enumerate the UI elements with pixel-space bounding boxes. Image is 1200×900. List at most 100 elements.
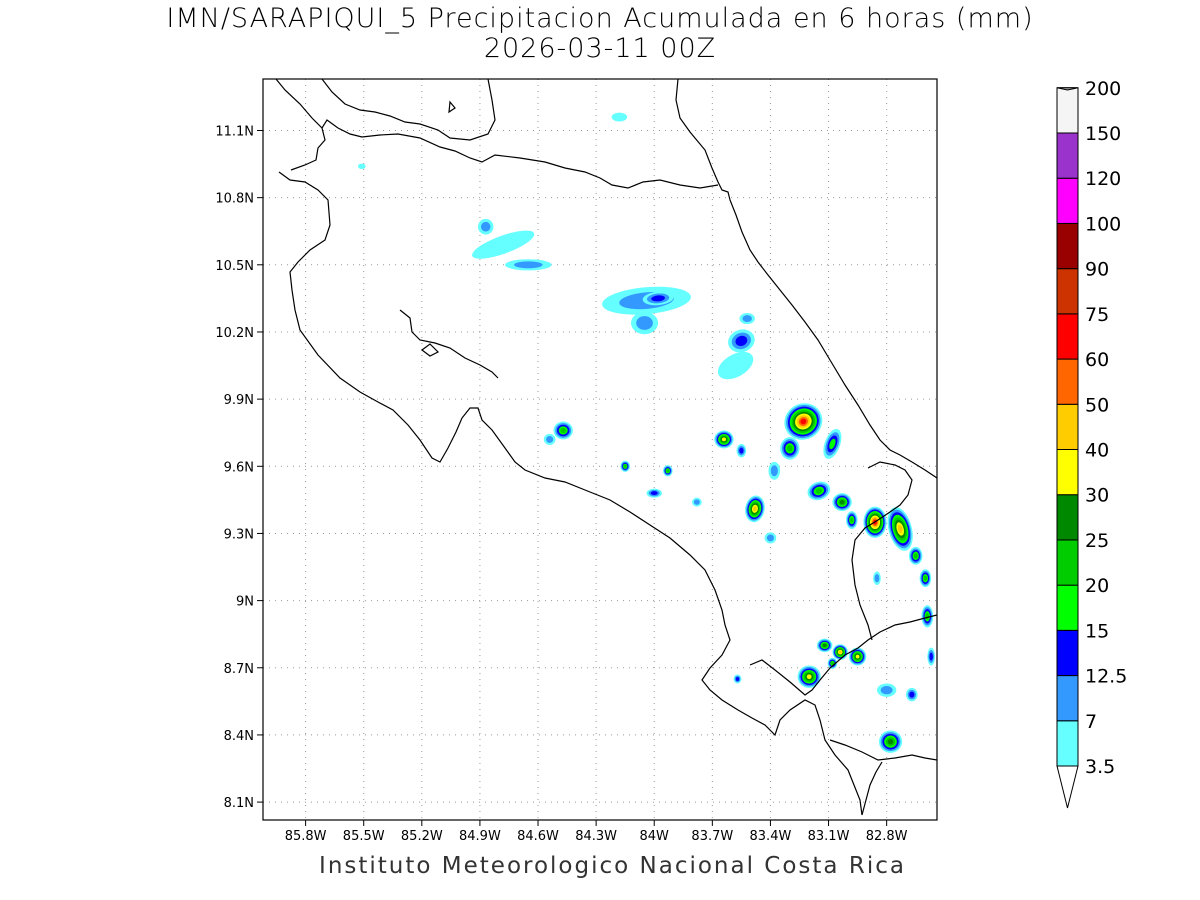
precip-contour [839,499,845,505]
legend-label: 30 [1085,485,1109,507]
legend-label: 200 [1085,78,1121,100]
precip-contour [650,491,658,496]
precip-cell [691,497,702,507]
precip-cell [876,683,897,697]
coast-golfo-dulce [749,614,937,696]
tick-label-lat: 11.1N [215,124,254,139]
precip-contour [693,499,700,505]
tick-label-lat: 9.3N [224,527,254,542]
precip-contour [721,437,726,442]
precip-contour [472,230,535,259]
legend-label: 15 [1085,620,1109,642]
precip-cell [630,311,659,335]
legend-swatch [1056,132,1079,179]
legend-label: 120 [1085,168,1121,190]
tick-label-lon: 85.8W [285,829,327,844]
legend-swatch [1056,720,1079,767]
tick-label-lat: 8.4N [224,729,254,744]
precip-contour [546,435,554,443]
legend-label: 20 [1085,575,1109,597]
precip-cell [745,495,765,523]
precip-cell [848,647,867,666]
precip-cell [611,112,628,122]
tick-label-lat: 8.1N [224,796,254,811]
precip-cell [764,532,777,544]
precip-cell [662,465,673,477]
precip-contour [822,643,827,648]
legend-swatch [1056,539,1079,586]
tick-label-lat: 8.7N [224,662,254,677]
tick-label-lon: 84.6W [517,829,559,844]
map-frame [262,78,938,821]
tick-label-lon: 83.4W [750,829,792,844]
precip-contour [560,427,566,434]
coast-gulf-nicoya [399,309,499,379]
island-lake [448,100,456,114]
color-legend: 3.5 7 12.5 15 20 25 30 40 50 60 75 90 100 120 150 200 [1056,78,1127,809]
footer-credit: Instituto Meteorologico Nacional Costa R… [319,853,906,879]
legend-arrow-high [1056,87,1079,91]
precip-contour [739,447,744,454]
precip-contour [735,676,740,681]
tick-label-lat: 9N [236,595,254,610]
precip-cell [620,460,631,472]
precip-contour [666,469,670,473]
border-panama [851,461,913,641]
precip-contour [831,661,834,665]
precip-cell [736,443,747,458]
precip-contour [850,517,854,523]
precip-contour [897,524,903,534]
tick-label-lon: 84.3W [575,829,617,844]
precip-cell [873,571,881,585]
legend-swatch [1056,313,1079,360]
legend-label: 7 [1085,711,1097,733]
precip-contour [806,674,812,680]
legend-label: 12.5 [1085,666,1127,688]
precip-cell [642,291,674,306]
precip-cell [878,730,903,753]
legend-swatch [1056,494,1079,541]
precipitation-field [357,112,936,753]
legend-swatch [1056,629,1079,677]
legend-swatch [1056,584,1079,631]
precip-contour [925,613,929,620]
legend-label: 50 [1085,394,1109,416]
tick-label-lon: 85.2W [401,829,443,844]
tick-label-lat: 10.2N [215,326,254,341]
legend-label: 150 [1085,123,1121,145]
coast-pacific [278,171,863,816]
coast-nicaragua-north [275,79,323,129]
legend-swatch [1056,87,1079,134]
tick-label-lat: 10.5N [215,259,254,274]
precip-contour [480,221,491,232]
coastline [275,79,937,816]
border-panama-south [829,739,937,761]
legend-label: 100 [1085,213,1121,235]
precip-cell [887,507,913,551]
precip-cell [717,351,754,380]
precip-cell [728,329,755,353]
precip-cell [807,481,831,501]
precip-cell [543,433,556,446]
precip-cell [832,493,852,512]
tick-label-lon: 84W [640,829,670,844]
precip-contour [887,738,894,745]
tick-label-lon: 85.5W [343,829,385,844]
precip-cell [832,644,848,660]
legend-swatch [1056,222,1079,270]
precip-cell [768,461,781,480]
legend-label: 25 [1085,530,1109,552]
island-chira [421,343,440,357]
precip-contour [913,553,918,559]
precip-cell [919,569,932,588]
tick-label-lon: 84.9W [459,829,501,844]
precip-cell [927,647,936,666]
legend-swatch [1056,268,1079,315]
coast-lake-nicaragua [321,79,496,141]
precip-contour [929,652,933,661]
precip-contour [357,163,366,169]
precip-contour [829,438,836,450]
legend-arrow-low [1056,765,1079,809]
tick-label-lon: 83.1W [808,829,850,844]
precip-cell [553,421,573,440]
